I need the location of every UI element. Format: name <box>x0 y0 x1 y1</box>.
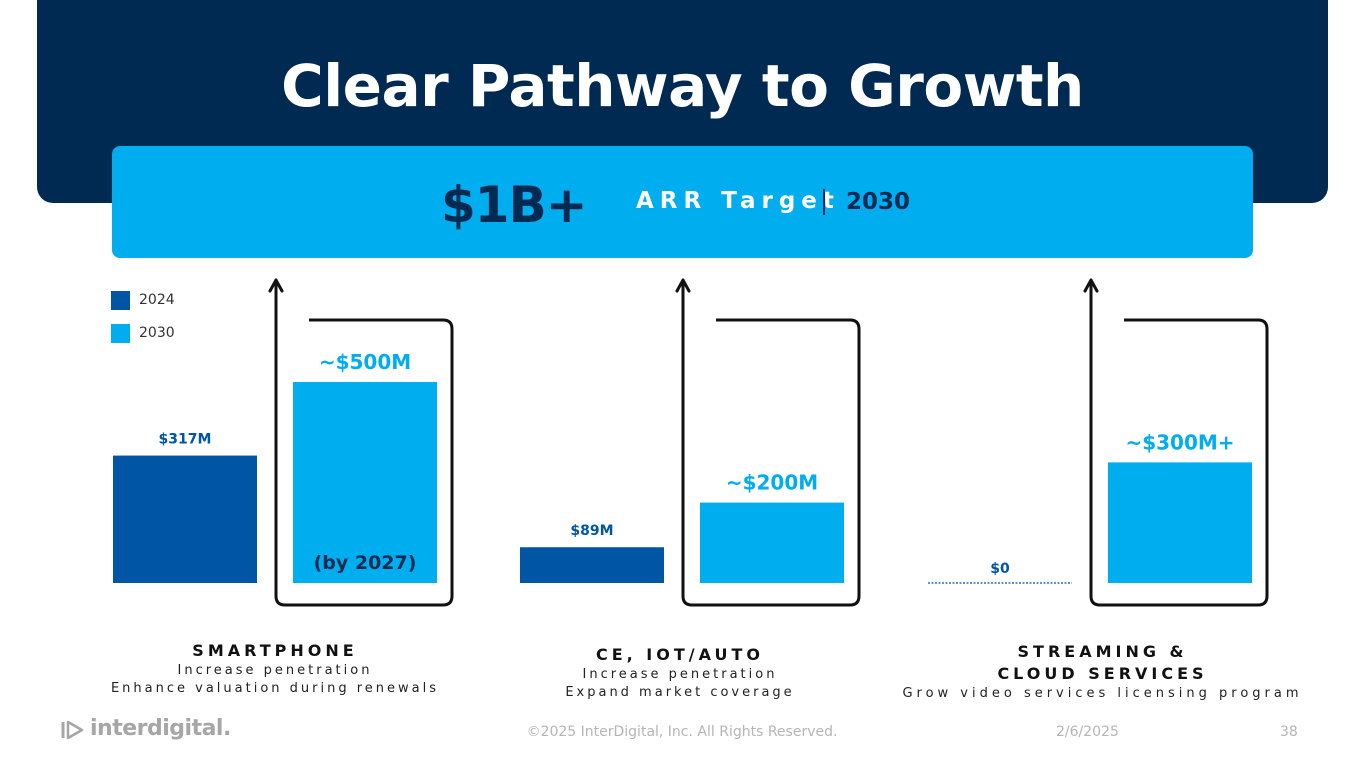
data-label-2024: $89M <box>570 523 613 539</box>
bar-annotation: (by 2027) <box>314 552 417 574</box>
segment-label-streaming-cloud: STREAMING & CLOUD SERVICES Grow video se… <box>880 641 1325 703</box>
legend-label-2024: 2024 <box>139 292 175 308</box>
segment-title: SMARTPHONE <box>192 641 358 660</box>
growth-arrow-head <box>1083 278 1099 293</box>
target-year: 2030 <box>846 189 911 215</box>
growth-arrow-head <box>675 278 691 293</box>
legend-label-2030: 2030 <box>139 325 175 341</box>
segment-subtitle: Increase penetration <box>582 667 778 682</box>
growth-arrow-bracket <box>681 283 861 607</box>
growth-arrow-head <box>268 278 284 293</box>
bar-2024 <box>113 455 257 583</box>
data-label-2030: ~$200M <box>726 471 818 495</box>
bar-2024 <box>520 547 664 583</box>
page-number: 38 <box>1280 724 1298 740</box>
bar-2030 <box>1108 462 1252 583</box>
footer-date: 2/6/2025 <box>1056 724 1119 740</box>
target-amount: $1B+ <box>441 176 588 234</box>
segment-subtitle: Expand market coverage <box>565 685 795 700</box>
segment-label-smartphone: SMARTPHONE Increase penetration Enhance … <box>90 640 460 698</box>
data-label-2024: $0 <box>990 561 1010 577</box>
data-label-2030: ~$500M <box>319 350 411 374</box>
legend-swatch-2030 <box>111 324 130 343</box>
legend-swatch-2024 <box>111 291 130 310</box>
segment-label-ce-iot-auto: CE, IOT/AUTO Increase penetration Expand… <box>535 644 825 702</box>
page-title: Clear Pathway to Growth <box>281 52 1084 120</box>
segment-subtitle: Increase penetration <box>177 663 373 678</box>
growth-arrow-bracket <box>274 283 454 607</box>
target-label: ARR Target <box>636 188 840 214</box>
copyright-text: ©2025 InterDigital, Inc. All Rights Rese… <box>526 724 838 740</box>
segment-title: STREAMING & <box>1017 642 1188 661</box>
segment-title: CLOUD SERVICES <box>997 664 1208 683</box>
data-label-2024: $317M <box>159 432 212 448</box>
segment-subtitle: Enhance valuation during renewals <box>110 681 440 696</box>
segment-title: CE, IOT/AUTO <box>595 645 765 664</box>
growth-arrow-bracket <box>1089 283 1269 607</box>
logo-wordmark: interdigital. <box>90 716 231 741</box>
data-label-2030: ~$300M+ <box>1125 430 1234 454</box>
target-divider <box>823 189 825 215</box>
bar-2030 <box>700 502 844 583</box>
segment-subtitle: Grow video services licensing program <box>902 686 1303 701</box>
bar-2030 <box>293 382 437 583</box>
arr-target-banner <box>112 146 1253 258</box>
logo-icon <box>61 720 84 740</box>
